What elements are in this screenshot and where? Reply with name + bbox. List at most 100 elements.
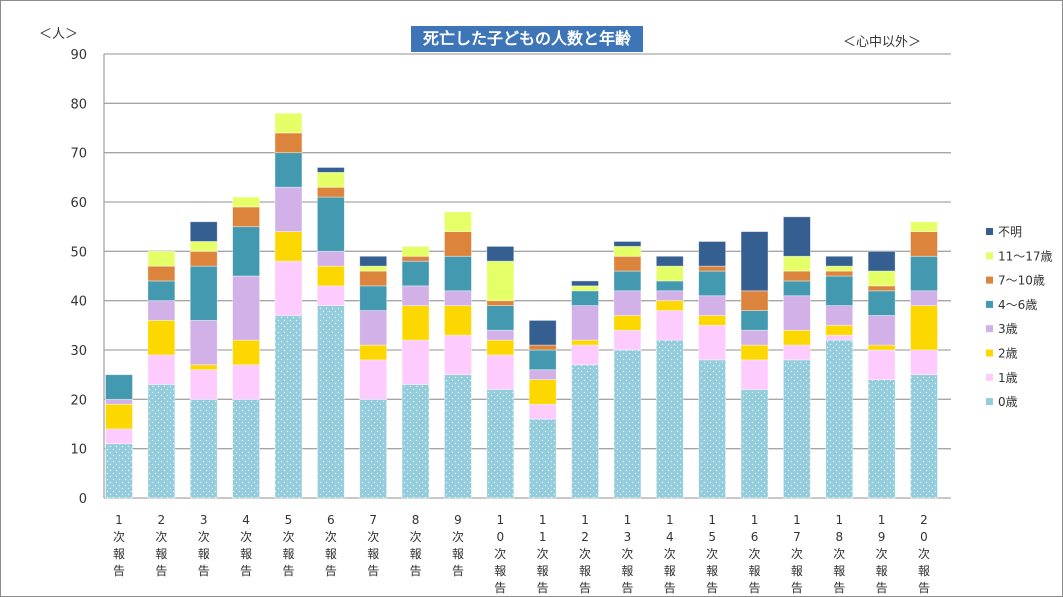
bar-segment bbox=[910, 231, 938, 257]
x-tick-label: 次 bbox=[791, 547, 803, 561]
bar-segment bbox=[486, 300, 515, 306]
bar-segment bbox=[571, 280, 599, 287]
bar-segment bbox=[825, 270, 854, 277]
bar-segment bbox=[274, 186, 303, 232]
x-tick-label: 次 bbox=[664, 547, 676, 561]
x-tick-label: 次 bbox=[621, 547, 633, 561]
bar-segment bbox=[486, 260, 515, 302]
bar-segment bbox=[189, 250, 218, 267]
bar-segment bbox=[825, 265, 854, 272]
bar-segment bbox=[359, 310, 388, 346]
bar-segment bbox=[655, 339, 684, 499]
x-tick-label: 報 bbox=[833, 564, 845, 578]
x-tick-label: 報 bbox=[282, 547, 294, 561]
bar-segment bbox=[782, 216, 811, 257]
x-tick-label: 次 bbox=[918, 547, 930, 561]
x-tick-label: 報 bbox=[198, 547, 210, 561]
bar-segment bbox=[401, 339, 430, 385]
x-tick-label: 告 bbox=[918, 581, 930, 595]
x-tick-label: 報 bbox=[494, 564, 506, 578]
bar-segment bbox=[486, 245, 515, 262]
legend-swatch bbox=[986, 276, 993, 284]
bar-segment bbox=[528, 349, 557, 371]
bar-segment bbox=[444, 255, 472, 292]
bar-segment bbox=[528, 344, 557, 351]
bar-segment bbox=[147, 319, 176, 356]
bar-segment bbox=[359, 265, 388, 272]
bar-segment bbox=[740, 359, 769, 390]
bar-segment bbox=[189, 364, 218, 371]
bar-segment bbox=[147, 384, 176, 499]
x-tick-label: 2 bbox=[581, 530, 589, 544]
bar-segment bbox=[316, 171, 345, 188]
x-tick-label: 次 bbox=[282, 530, 294, 544]
x-tick-label: 5 bbox=[708, 530, 716, 544]
x-tick-label: 0 bbox=[920, 530, 928, 544]
x-tick-label: 告 bbox=[240, 564, 252, 578]
bar-segment bbox=[655, 310, 684, 341]
x-tick-label: 次 bbox=[537, 547, 549, 561]
bar-segment bbox=[571, 290, 599, 306]
bar-segment bbox=[613, 241, 642, 247]
bar-segment bbox=[698, 241, 727, 267]
x-tick-label: 告 bbox=[325, 564, 337, 578]
x-tick-label: 報 bbox=[664, 564, 676, 578]
y-tick-label: 30 bbox=[70, 344, 87, 359]
x-tick-label: 次 bbox=[410, 530, 422, 544]
x-tick-label: 告 bbox=[282, 564, 294, 578]
bar-segment bbox=[740, 231, 769, 292]
bar-segment bbox=[613, 349, 642, 499]
x-tick-label: 次 bbox=[833, 547, 845, 561]
bar-segment bbox=[867, 349, 896, 381]
x-tick-label: 次 bbox=[494, 547, 506, 561]
bar-segment bbox=[147, 250, 176, 267]
x-tick-label: 告 bbox=[410, 564, 422, 578]
x-tick-label: 次 bbox=[155, 530, 167, 544]
y-tick-label: 50 bbox=[70, 245, 87, 260]
x-tick-label: 1 bbox=[115, 513, 123, 527]
bar-segment bbox=[867, 250, 896, 272]
x-tick-label: 次 bbox=[113, 530, 125, 544]
x-tick-label: 次 bbox=[706, 547, 718, 561]
bar-segment bbox=[782, 329, 811, 346]
bar-segment bbox=[232, 364, 261, 400]
bar-segment bbox=[189, 241, 218, 252]
chart-title: 死亡した子どもの人数と年齢 bbox=[411, 26, 643, 52]
bar-segment bbox=[274, 260, 303, 316]
y-tick-label: 60 bbox=[70, 196, 87, 211]
legend-swatch bbox=[986, 252, 993, 260]
x-tick-label: 1 bbox=[539, 530, 547, 544]
x-tick-label: 報 bbox=[749, 564, 761, 578]
bar-segment bbox=[698, 270, 727, 297]
bar-segment bbox=[613, 255, 642, 272]
legend-swatch bbox=[986, 398, 993, 406]
bar-segment bbox=[232, 275, 261, 341]
bar-segment bbox=[613, 290, 642, 316]
x-tick-label: 1 bbox=[708, 513, 716, 527]
bar-segment bbox=[655, 265, 684, 282]
x-tick-label: 1 bbox=[751, 513, 759, 527]
legend-label: 2歳 bbox=[998, 347, 1018, 361]
x-tick-label: 告 bbox=[113, 564, 125, 578]
x-tick-label: 次 bbox=[325, 530, 337, 544]
x-tick-label: 次 bbox=[749, 547, 761, 561]
bar-segment bbox=[189, 319, 218, 366]
bar-segment bbox=[740, 344, 769, 361]
bar-segment bbox=[189, 265, 218, 321]
legend-swatch bbox=[986, 300, 993, 308]
y-tick-label: 90 bbox=[70, 48, 87, 63]
x-tick-label: 5 bbox=[285, 513, 293, 527]
bar-segment bbox=[316, 250, 345, 267]
bar-segment bbox=[782, 280, 811, 297]
bar-segment bbox=[571, 285, 599, 292]
bar-segment bbox=[825, 305, 854, 326]
x-tick-label: 告 bbox=[579, 581, 591, 595]
bar-segment bbox=[444, 334, 472, 376]
bar-segment bbox=[486, 389, 515, 499]
bar-segment bbox=[147, 265, 176, 282]
x-tick-label: 告 bbox=[833, 581, 845, 595]
bar-segment bbox=[401, 245, 430, 257]
x-tick-label: 7 bbox=[793, 530, 801, 544]
x-tick-label: 次 bbox=[198, 530, 210, 544]
